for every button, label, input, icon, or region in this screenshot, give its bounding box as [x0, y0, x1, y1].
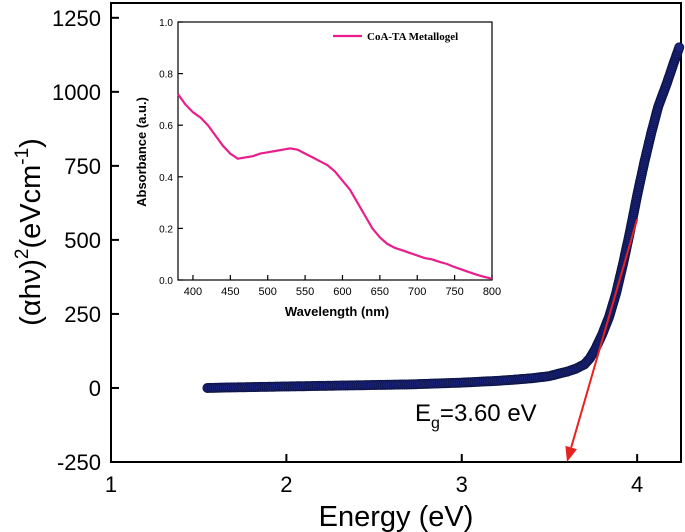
main-y-tick-label: 750: [64, 154, 101, 179]
y-label-alpha-hnu: (αhν): [15, 259, 47, 326]
bandgap-fit-line: [570, 218, 639, 448]
inset-y-tick-label: 0.8: [159, 70, 173, 81]
inset-x-axis-label: Wavelength (nm): [285, 304, 389, 319]
inset-absorbance-line: [177, 93, 493, 280]
inset-plot-frame: [177, 21, 493, 281]
main-x-tick-label: 2: [280, 472, 292, 497]
annotation-value: =3.60 eV: [440, 400, 537, 427]
main-y-axis-label: (αhν)2(eVcm-1): [12, 138, 47, 326]
y-label-unit: (eVcm: [15, 165, 47, 249]
inset-x-tick-label: 750: [445, 286, 463, 298]
main-y-tick-label: 250: [64, 302, 101, 327]
main-x-tick-label: 1: [105, 472, 117, 497]
inset-y-ticks: 0.0 0.2 0.4 0.6 0.8 1.0: [159, 18, 183, 287]
inset-y-tick-label: 0.6: [159, 121, 173, 132]
inset-y-axis-label: Absorbance (a.u.): [134, 97, 149, 207]
inset-y-tick-label: 1.0: [159, 18, 173, 29]
bandgap-arrowhead: [565, 445, 577, 462]
inset-y-tick-label: 0.0: [159, 276, 173, 287]
inset-x-tick-label: 800: [483, 286, 501, 298]
bandgap-annotation: Eg=3.60 eV: [415, 400, 537, 432]
main-x-ticks: 1 2 3 4: [105, 454, 643, 497]
inset-y-tick-label: 0.4: [159, 173, 173, 184]
inset-x-tick-label: 600: [333, 286, 351, 298]
y-label-power-2: 2: [12, 249, 33, 260]
inset-x-ticks: 400 450 500 550 600 650 700 750 800: [184, 275, 501, 298]
y-label-power-minus1: -1: [12, 148, 33, 165]
main-data-point: [674, 42, 685, 53]
inset-x-tick-label: 700: [408, 286, 426, 298]
inset-legend-label: CoA-TA Metallogel: [367, 31, 458, 43]
main-y-tick-label: 1000: [52, 80, 101, 105]
main-y-tick-label: 0: [89, 376, 101, 401]
main-plot-frame: [110, 2, 682, 463]
main-y-tick-label: 1250: [52, 6, 101, 31]
inset-x-tick-label: 500: [259, 286, 277, 298]
annotation-e: E: [415, 400, 431, 427]
main-x-axis-label: Energy (eV): [319, 501, 474, 532]
inset-x-tick-label: 400: [184, 286, 202, 298]
inset-x-tick-label: 650: [371, 286, 389, 298]
annotation-sub-g: g: [431, 415, 440, 432]
main-y-tick-label: 500: [64, 228, 101, 253]
inset-y-tick-label: 0.2: [159, 224, 173, 235]
inset-x-tick-label: 450: [221, 286, 239, 298]
inset-x-tick-label: 550: [296, 286, 314, 298]
main-x-tick-label: 3: [456, 472, 468, 497]
main-y-ticks: -250 0 250 500 750 1000 1250: [52, 6, 119, 475]
y-label-close: ): [15, 138, 47, 148]
main-x-tick-label: 4: [631, 472, 643, 497]
main-y-tick-label: -250: [57, 450, 101, 475]
